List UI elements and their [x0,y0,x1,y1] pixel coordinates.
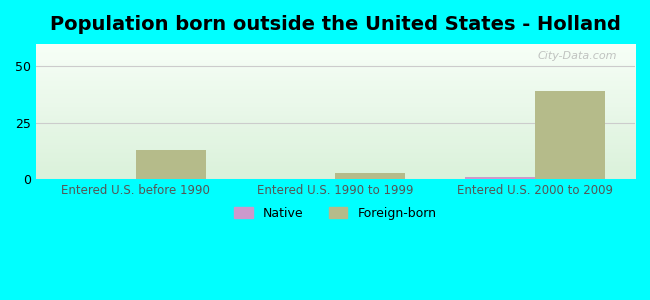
Bar [535,91,605,179]
Legend: Native, Foreign-born: Native, Foreign-born [229,202,441,225]
Title: Population born outside the United States - Holland: Population born outside the United State… [50,15,621,34]
Text: City-Data.com: City-Data.com [538,51,617,61]
Bar [465,177,535,179]
Bar [335,173,406,179]
Bar [136,150,205,179]
